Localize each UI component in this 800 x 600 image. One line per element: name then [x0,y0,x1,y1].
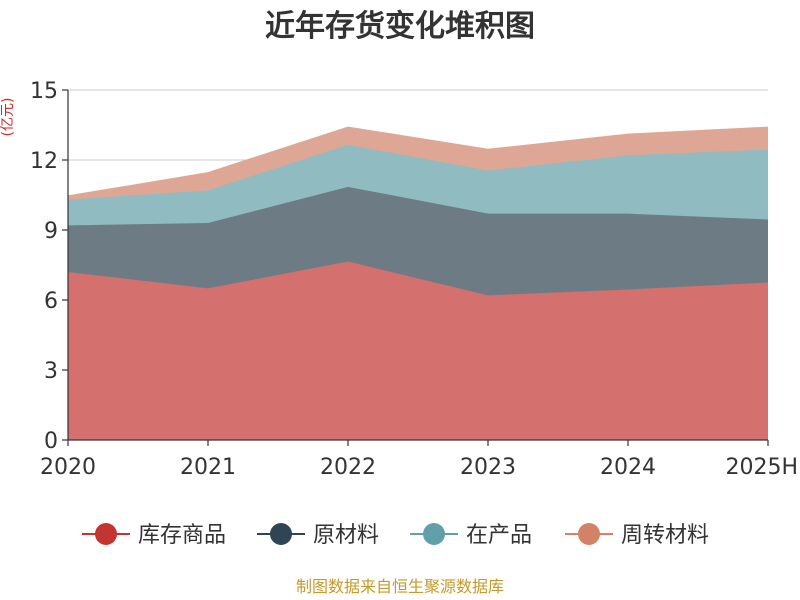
x-tick-label-4: 2024 [600,455,656,480]
x-tick-label-1: 2021 [180,455,236,480]
x-tick-label-5: 2025H [725,455,798,480]
legend-label-0: 库存商品 [138,523,226,548]
y-tick-label-1: 3 [44,359,58,384]
legend-item-0[interactable]: 库存商品 [82,523,226,548]
legend-marker-2 [423,523,445,545]
y-tick-label-2: 6 [44,289,58,314]
legend-marker-3 [578,523,600,545]
y-tick-label-0: 0 [44,429,58,454]
legend-marker-1 [270,523,292,545]
legend-item-1[interactable]: 原材料 [257,523,379,548]
legend-item-3[interactable]: 周转材料 [565,523,709,548]
chart-title: 近年存货变化堆积图 [265,9,535,44]
y-tick-label-4: 12 [30,149,58,174]
y-axis-unit-label: (亿元) [0,98,16,137]
x-tick-label-0: 2020 [40,455,96,480]
area-series-group [67,126,769,440]
legend-label-2: 在产品 [466,523,532,548]
area-series-2 [68,144,768,226]
area-series-line-3 [67,126,769,197]
legend-label-1: 原材料 [313,523,379,548]
legend-marker-0 [95,523,117,545]
area-series-3 [68,127,768,200]
area-series-0 [68,261,768,440]
x-tick-label-2: 2022 [320,455,376,480]
legend-item-2[interactable]: 在产品 [410,523,532,548]
y-tick-label-5: 15 [30,79,58,104]
data-source-footer: 制图数据来自恒生聚源数据库 [296,577,504,596]
y-tick-label-3: 9 [44,219,58,244]
legend-label-3: 周转材料 [621,523,709,548]
legend: 库存商品 原材料 在产品 周转材料 [82,523,709,548]
axes: 0 3 6 9 12 15 2020 2021 2022 2023 2024 2025H [30,79,798,480]
x-tick-label-3: 2023 [460,455,516,480]
